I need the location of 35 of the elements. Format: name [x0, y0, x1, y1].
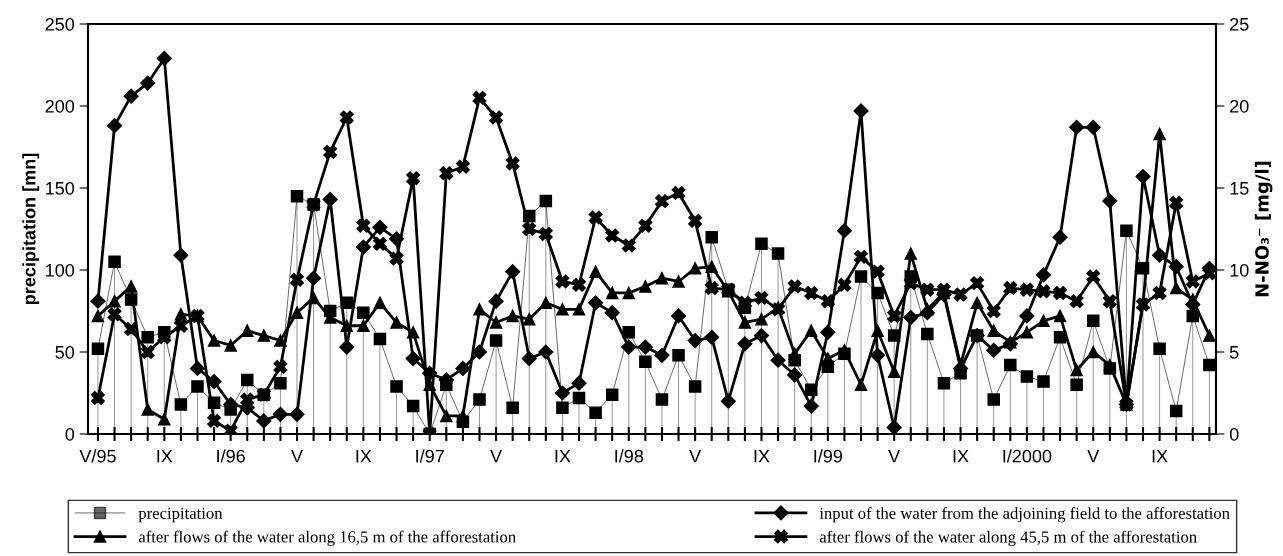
y-tick-label: 0	[65, 427, 75, 441]
y-axis-title: precipitation [mn]	[22, 153, 40, 305]
y-tick-label: 150	[46, 181, 75, 195]
x-tick-label: V	[1087, 449, 1100, 463]
x-tick-label: IX	[356, 449, 372, 463]
x-tick-label: I/96	[217, 449, 245, 463]
x-tick-label: V	[490, 449, 503, 463]
y2-tick-label: 15	[1230, 182, 1249, 195]
x-tick-label: V/95	[79, 449, 116, 463]
y2-tick-label: 5	[1229, 346, 1239, 359]
x-tick-label: IX	[754, 449, 770, 463]
y2-tick-label: 10	[1230, 263, 1249, 277]
x-tick-label: IX	[1152, 449, 1168, 463]
y2-tick-label: 25	[1230, 17, 1249, 31]
legend-label: input of the water from the adjoining field to the afforestation	[819, 507, 1230, 523]
y2-tick-label: 0	[1229, 427, 1239, 441]
x-tick-label: I/98	[615, 449, 644, 463]
x-tick-label: I/97	[416, 449, 444, 463]
x-tick-label: V	[888, 449, 901, 463]
y-tick-label: 250	[45, 17, 75, 31]
x-tick-label: IX	[157, 449, 173, 463]
legend-label: precipitation	[138, 507, 223, 523]
y2-tick-label: 20	[1230, 99, 1249, 113]
y-tick-label: 50	[55, 345, 75, 359]
legend-label: after flows of the water along 45,5 m of the afforestation	[819, 530, 1197, 546]
x-tick-label: I/99	[814, 449, 843, 463]
x-tick-label: V	[291, 449, 303, 463]
x-tick-label: I/2000	[1003, 449, 1052, 463]
y-tick-label: 200	[45, 99, 75, 113]
legend-label: after flows of the water along 16,5 m of the afforestation	[138, 530, 516, 546]
y2-axis-title: N-NO₃⁻ [mg/l]	[1254, 161, 1273, 297]
x-tick-label: V	[689, 449, 702, 463]
x-tick-label: IX	[555, 449, 571, 463]
y-tick-label: 100	[46, 263, 75, 277]
x-tick-label: IX	[953, 449, 969, 463]
